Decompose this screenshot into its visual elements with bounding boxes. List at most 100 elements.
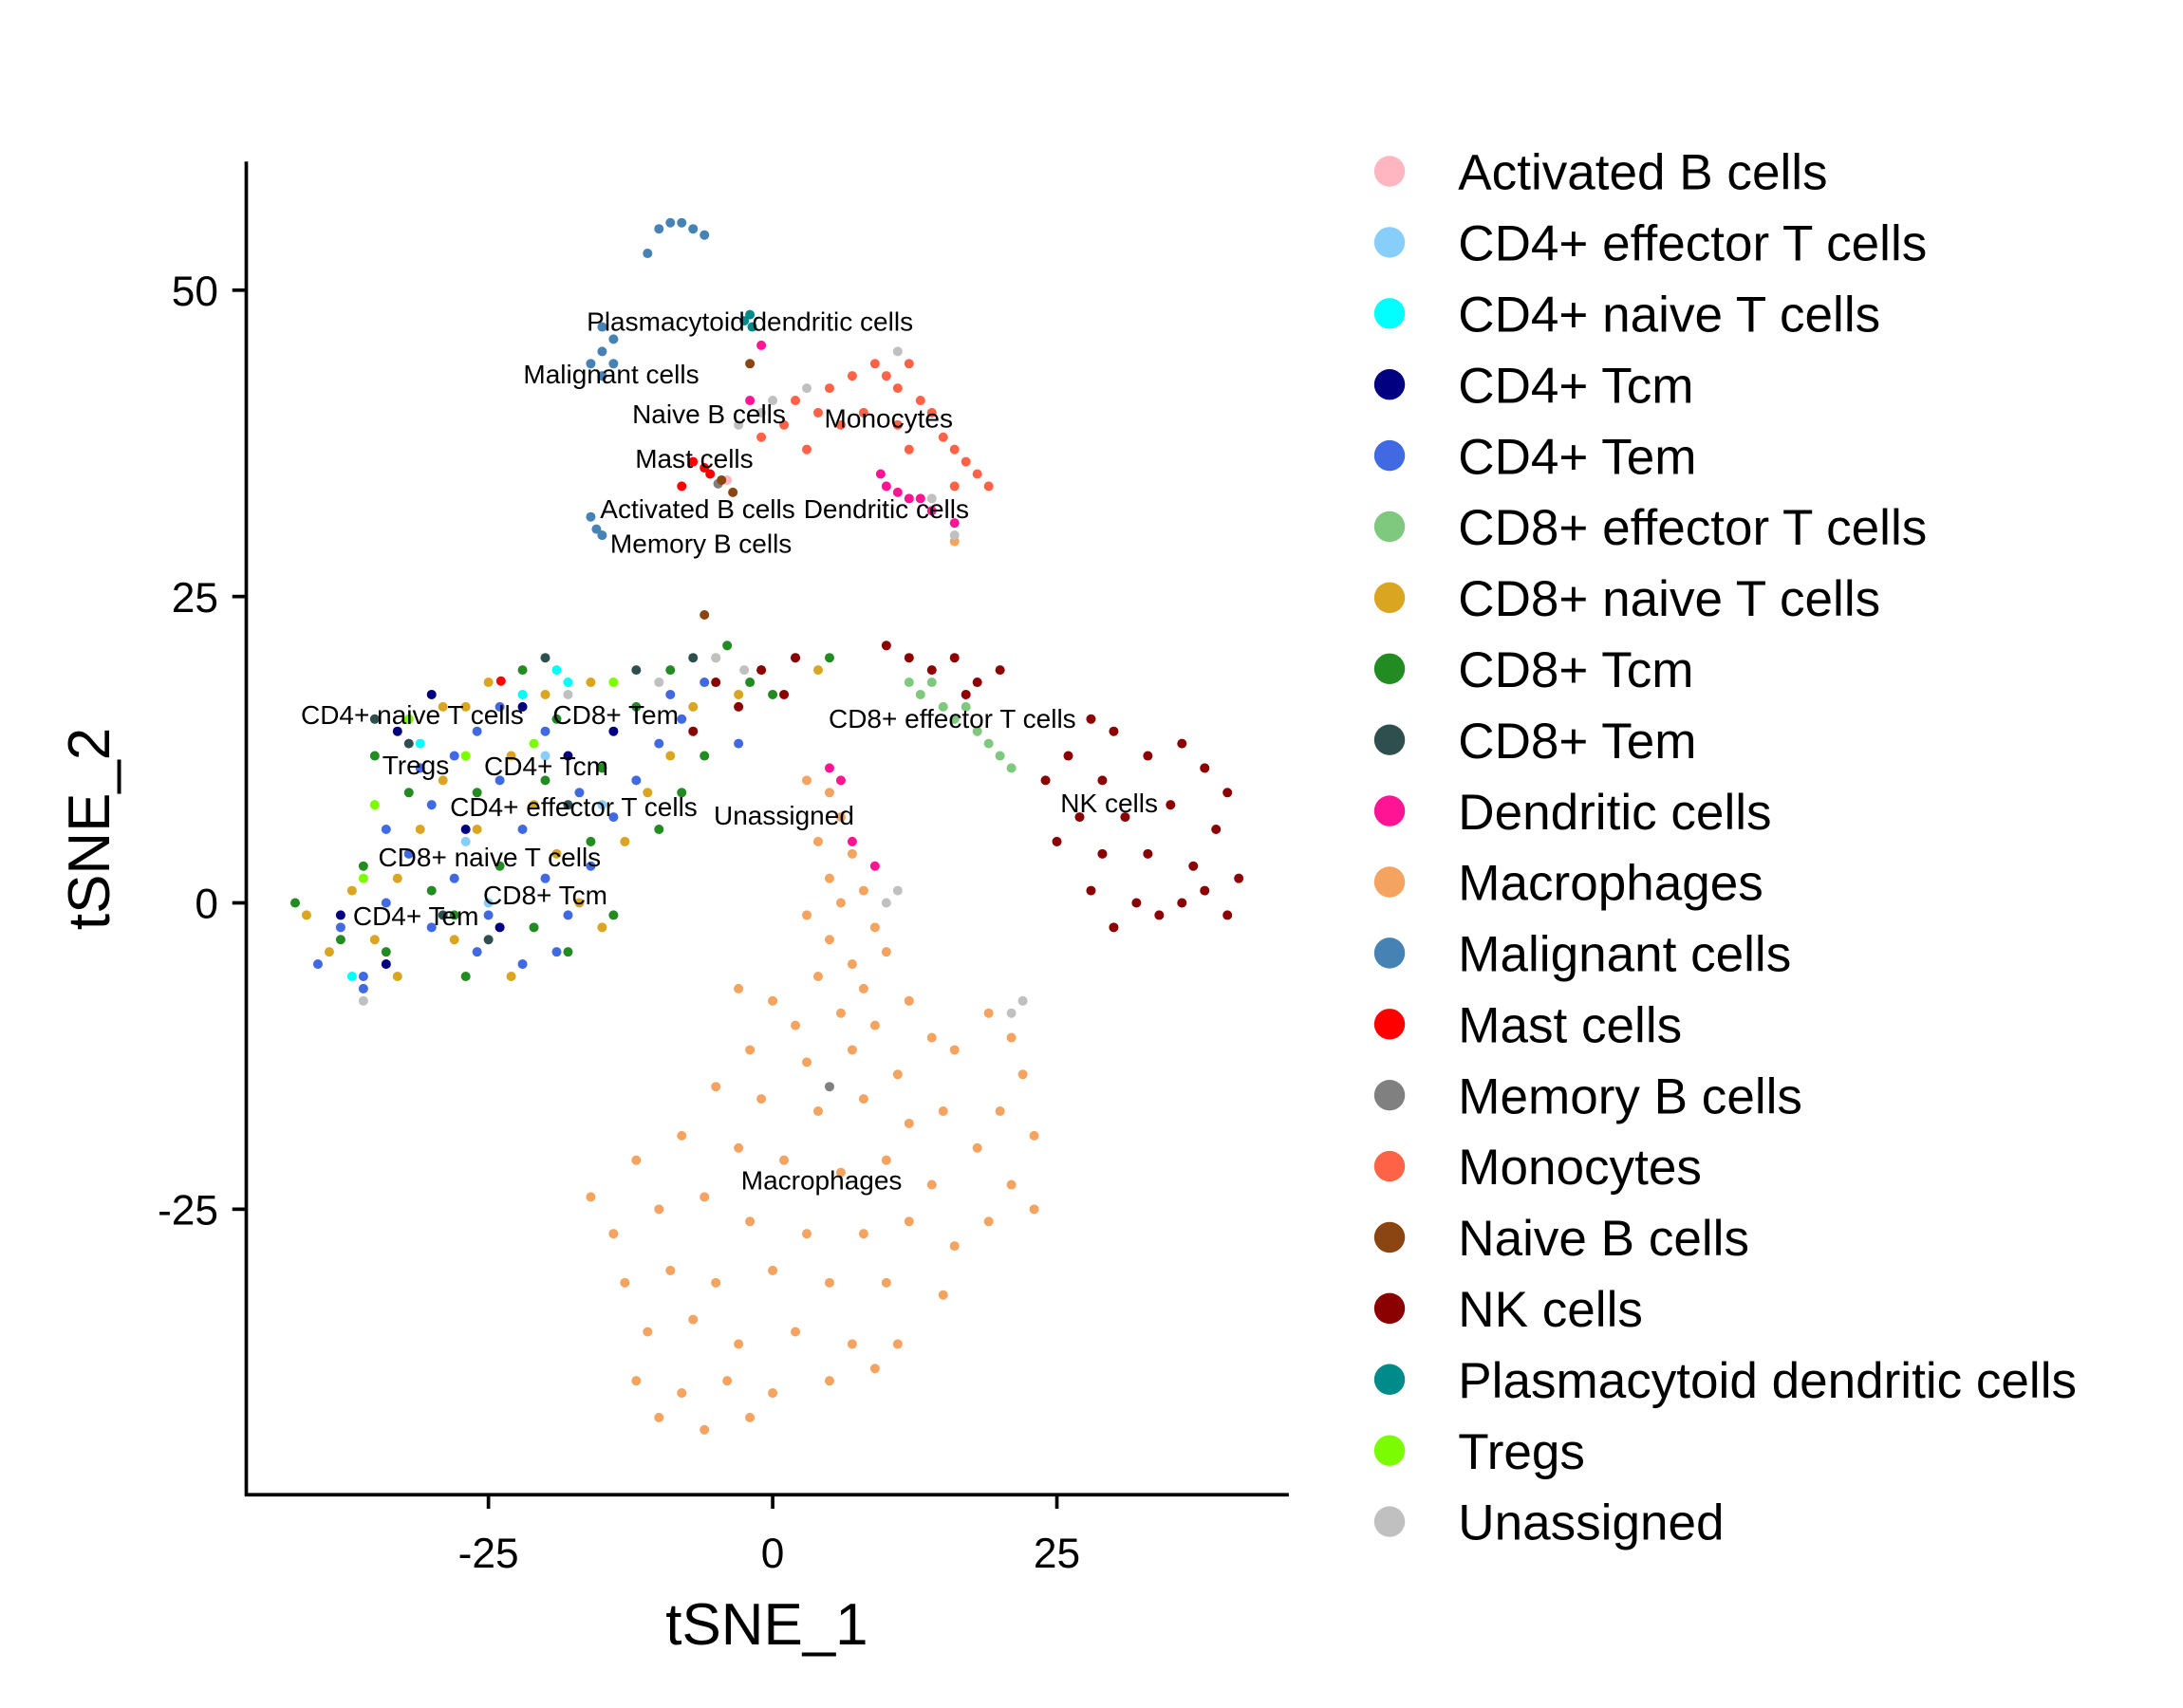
data-point	[574, 898, 585, 908]
series-nk-cells	[688, 640, 1244, 933]
data-point	[904, 653, 914, 663]
data-point	[597, 530, 607, 541]
legend-label: CD8+ Tem	[1458, 714, 1696, 770]
data-point	[346, 971, 357, 981]
data-point	[1211, 825, 1222, 835]
data-point	[972, 469, 982, 479]
data-point	[586, 1192, 596, 1202]
data-point	[824, 1376, 834, 1386]
data-point	[745, 1045, 756, 1055]
data-point	[335, 910, 345, 920]
data-point	[677, 714, 687, 724]
legend-item: CD8+ Tcm	[1373, 642, 1693, 698]
data-point	[381, 947, 391, 957]
data-point	[460, 836, 471, 846]
legend-item: Unassigned	[1373, 1495, 1725, 1551]
data-point	[529, 738, 539, 749]
data-point	[586, 678, 596, 688]
series-macrophages	[586, 536, 1039, 1435]
data-point	[688, 653, 699, 663]
data-point	[961, 701, 971, 712]
data-point	[335, 935, 345, 945]
cluster-label: Activated B cells	[600, 494, 794, 524]
data-point	[1143, 751, 1153, 761]
data-point	[324, 947, 334, 957]
data-point	[1109, 922, 1119, 933]
data-point	[756, 407, 767, 418]
data-point	[403, 788, 414, 798]
data-point	[540, 689, 550, 699]
data-point	[881, 898, 891, 908]
data-point	[734, 701, 744, 712]
legend-swatch	[1373, 1221, 1406, 1253]
data-point	[608, 334, 619, 344]
legend-item: Monocytes	[1373, 1140, 1702, 1196]
data-point	[835, 1008, 846, 1018]
data-point	[335, 922, 345, 933]
data-point	[608, 678, 619, 688]
data-point	[972, 678, 982, 688]
data-point	[1086, 885, 1096, 896]
data-point	[824, 1082, 834, 1092]
data-point	[915, 396, 925, 406]
data-point	[643, 788, 653, 798]
data-point	[449, 751, 459, 761]
data-point	[517, 825, 528, 835]
legend-swatch	[1373, 582, 1406, 614]
cluster-label: Memory B cells	[610, 529, 792, 558]
data-point	[858, 885, 868, 896]
data-point	[926, 407, 937, 418]
data-point	[586, 836, 596, 846]
data-point	[551, 848, 562, 859]
data-point	[756, 432, 767, 442]
legend-label: CD8+ naive T cells	[1458, 571, 1880, 627]
data-point	[438, 701, 448, 712]
cluster-label: Macrophages	[741, 1166, 903, 1196]
data-point	[801, 910, 812, 920]
data-point	[677, 1130, 687, 1141]
data-point	[1017, 1069, 1028, 1080]
cluster-label: CD4+ effector T cells	[450, 792, 698, 822]
legend-label: Memory B cells	[1458, 1068, 1802, 1124]
data-point	[824, 935, 834, 945]
legend-swatch	[1373, 1364, 1406, 1395]
x-tick-label: 0	[761, 1531, 785, 1577]
legend-label: Mast cells	[1458, 997, 1682, 1053]
y-tick-label: 25	[172, 575, 218, 622]
data-point	[995, 665, 1005, 676]
data-point	[381, 825, 391, 835]
data-point	[926, 493, 937, 504]
data-point	[426, 800, 437, 810]
legend-label: NK cells	[1458, 1282, 1643, 1338]
data-point	[563, 800, 573, 810]
data-point	[745, 1216, 756, 1227]
data-point	[1120, 812, 1130, 823]
data-point	[426, 922, 437, 933]
data-point	[381, 959, 391, 970]
data-point	[506, 971, 516, 981]
data-point	[812, 971, 824, 981]
legend-swatch	[1373, 1009, 1406, 1040]
data-point	[904, 493, 914, 504]
data-point	[551, 947, 562, 957]
data-point	[654, 224, 664, 234]
data-point	[665, 689, 676, 699]
data-point	[563, 947, 573, 957]
cluster-label: Plasmacytoid dendritic cells	[587, 306, 913, 336]
series-mast-cells	[495, 456, 716, 686]
cluster-label: NK cells	[1060, 789, 1158, 818]
data-point	[289, 898, 301, 908]
data-point	[358, 861, 368, 871]
data-point	[369, 935, 380, 945]
data-point	[700, 678, 710, 688]
data-point	[483, 898, 494, 908]
data-point	[540, 726, 550, 736]
data-point	[734, 689, 744, 699]
data-point	[700, 751, 710, 761]
data-point	[949, 481, 960, 492]
data-point	[1006, 763, 1017, 773]
legend-item: CD8+ effector T cells	[1373, 500, 1927, 556]
data-point	[801, 775, 812, 786]
data-point	[812, 407, 824, 418]
